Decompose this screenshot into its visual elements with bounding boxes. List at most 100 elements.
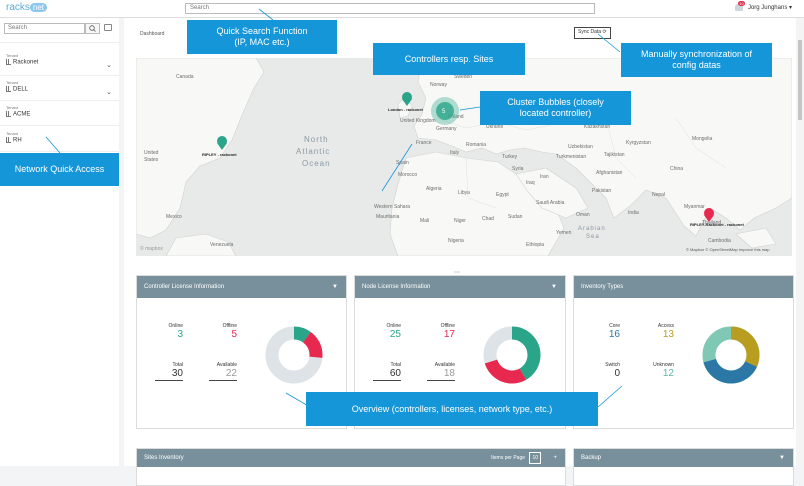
svg-text:Libya: Libya [458, 190, 470, 196]
online-value: 3 [177, 329, 183, 340]
sync-label: Sync Data [578, 29, 602, 35]
svg-text:Italy: Italy [450, 150, 460, 156]
tenant-name: Rackonet [13, 59, 39, 66]
svg-text:RIPLEY - rackonet: RIPLEY - rackonet [202, 152, 237, 157]
breadcrumb[interactable]: Dashboard [140, 31, 165, 37]
sidebar-scrollbar[interactable] [119, 18, 124, 466]
sidebar-search-button[interactable] [85, 23, 100, 34]
card-title: Backup [581, 455, 602, 461]
logo[interactable]: racks net [6, 2, 48, 13]
sidebar-item-tenant-dell[interactable]: Tenant DELL ⌄ [6, 80, 116, 96]
card-title: Controller License Information [144, 284, 225, 290]
available-label: Available [434, 362, 455, 368]
divider [0, 151, 119, 152]
svg-text:Romania: Romania [466, 142, 486, 148]
node-donut-chart [483, 326, 541, 384]
global-search-input[interactable]: Search [185, 3, 595, 14]
page-size-select[interactable]: 10 [529, 452, 541, 464]
tenant-label: Tenant [6, 131, 19, 136]
switch-label: Switch [605, 362, 620, 368]
card-title: Node License Information [362, 284, 431, 290]
svg-text:Kazakhstan: Kazakhstan [584, 124, 610, 130]
total-label: Total [390, 362, 401, 368]
svg-text:United Kingdom: United Kingdom [400, 118, 436, 124]
divider [0, 100, 119, 101]
plus-icon[interactable]: + [553, 455, 557, 461]
network-icon [6, 111, 11, 117]
sidebar-search-input[interactable]: Search [4, 23, 85, 34]
map-marker-ripley-asia[interactable]: RIPLEY-Rackonet - rackonet [690, 208, 744, 227]
svg-text:France: France [416, 140, 432, 146]
svg-text:Western Sahara: Western Sahara [374, 204, 410, 210]
items-per-page-label: Items per Page [491, 455, 525, 461]
svg-text:Spain: Spain [396, 160, 409, 166]
card-header: Backup ▼ [574, 449, 793, 467]
bell-icon[interactable]: 10 [735, 1, 745, 11]
map-resize-handle[interactable]: ⋯ [454, 270, 460, 276]
svg-text:Germany: Germany [436, 126, 457, 132]
offline-value: 5 [231, 329, 237, 340]
total-value: 60 [389, 368, 401, 379]
switch-value: 0 [614, 368, 620, 379]
offline-value: 17 [443, 329, 455, 340]
svg-text:Canada: Canada [176, 74, 194, 80]
svg-text:Morocco: Morocco [398, 172, 417, 178]
map-marker-london[interactable]: London - rackonet [388, 92, 424, 112]
sidebar-item-tenant-rh[interactable]: Tenant RH [6, 131, 116, 144]
card-title: Inventory Types [581, 284, 624, 290]
scrollbar-thumb[interactable] [798, 40, 802, 120]
sidebar-item-tenant-acme[interactable]: Tenant ACME [6, 105, 116, 118]
folder-icon[interactable] [104, 24, 112, 31]
divider [0, 75, 119, 76]
notification-badge: 10 [738, 1, 745, 6]
available-label: Available [216, 362, 237, 368]
cluster-bubble[interactable]: 5 [431, 97, 459, 125]
divider [0, 42, 119, 43]
svg-text:Norway: Norway [430, 82, 447, 88]
divider [0, 125, 119, 126]
user-menu[interactable]: 10 Jorg Junghans ▾ [735, 1, 792, 12]
main-content: Dashboard Sync Data ⟳ [124, 18, 796, 486]
sidebar-item-tenant-rackonet[interactable]: Tenant Rackonet ⌄ [6, 53, 116, 69]
sync-data-button[interactable]: Sync Data ⟳ [574, 27, 611, 39]
caret-down-icon[interactable]: ▼ [332, 284, 338, 290]
svg-text:Thailand: Thailand [702, 220, 721, 226]
svg-text:RIPLEY-Rackonet - rackonet: RIPLEY-Rackonet - rackonet [690, 222, 744, 227]
svg-text:© mapbox: © mapbox [140, 245, 163, 252]
offline-label: Offline [440, 323, 455, 329]
caret-down-icon[interactable]: ▼ [551, 284, 557, 290]
main-scrollbar[interactable] [796, 18, 804, 466]
callout-overview: Overview (controllers, licenses, network… [306, 392, 598, 426]
callout-controllers: Controllers resp. Sites [373, 43, 525, 75]
svg-text:Algeria: Algeria [426, 186, 442, 192]
chevron-down-icon[interactable]: ⌄ [106, 89, 112, 96]
map-marker-ripley-us[interactable]: RIPLEY - rackonet [202, 136, 237, 157]
access-label: Access [657, 323, 674, 329]
logo-text: racks [6, 2, 30, 13]
total-value: 30 [171, 368, 183, 379]
svg-text:London - rackonet: London - rackonet [388, 107, 424, 112]
svg-text:North: North [304, 135, 329, 144]
network-icon [6, 59, 11, 65]
svg-text:Cambodia: Cambodia [708, 238, 731, 244]
total-label: Total [172, 362, 183, 368]
search-icon [89, 25, 96, 32]
svg-text:© Mapbox © OpenStreetMap Impro: © Mapbox © OpenStreetMap Improve this ma… [686, 247, 770, 252]
chevron-down-icon[interactable]: ⌄ [106, 62, 112, 69]
svg-text:Ocean: Ocean [302, 159, 331, 168]
user-name[interactable]: Jorg Junghans ▾ [747, 5, 792, 12]
svg-text:Saudi Arabia: Saudi Arabia [536, 200, 565, 206]
svg-text:Nigeria: Nigeria [448, 238, 464, 244]
svg-text:Afghanistan: Afghanistan [596, 170, 623, 176]
card-title: Sites Inventory [144, 455, 184, 461]
card-header: Sites Inventory Items per Page 10 + [137, 449, 565, 467]
svg-text:Oman: Oman [576, 212, 590, 218]
svg-text:Mongolia: Mongolia [692, 136, 713, 142]
svg-text:Sudan: Sudan [508, 214, 523, 220]
core-value: 16 [608, 329, 620, 340]
caret-down-icon[interactable]: ▼ [779, 455, 785, 461]
svg-text:Atlantic: Atlantic [296, 147, 330, 156]
logo-badge: net [29, 3, 48, 12]
svg-text:Arabian: Arabian [578, 226, 606, 232]
core-label: Core [609, 323, 620, 329]
